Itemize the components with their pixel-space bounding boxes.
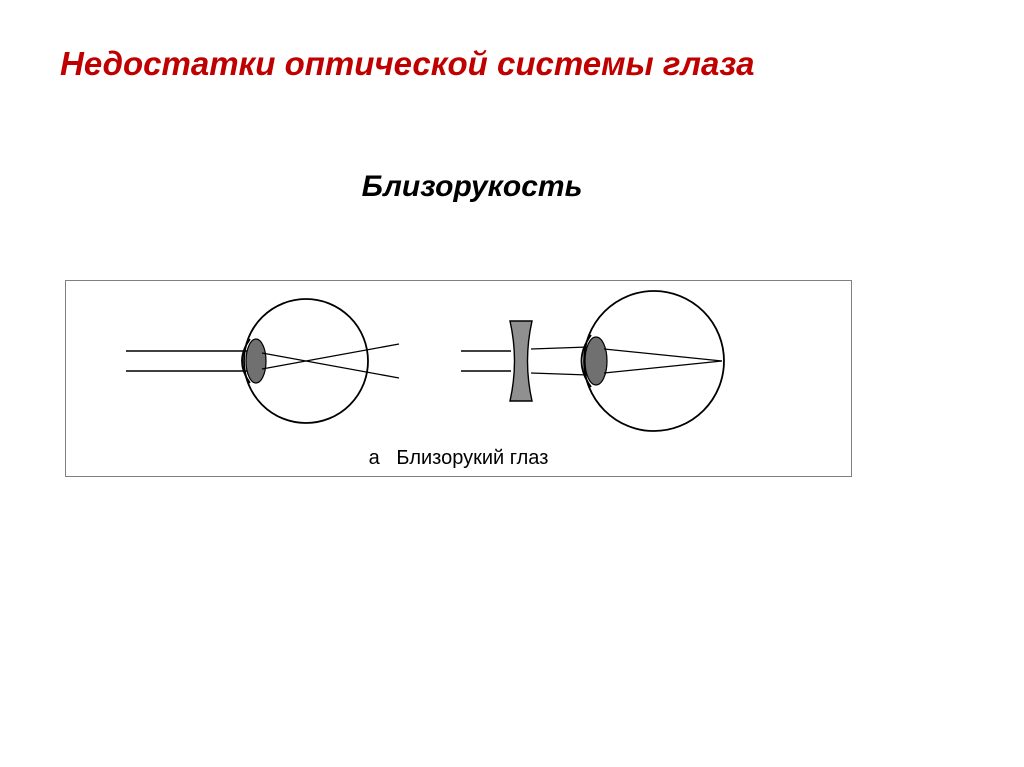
concave-lens [510,321,532,401]
right-ray-mid-1 [531,347,588,349]
left-eye-group [126,299,399,423]
caption-text: Близорукий глаз [396,447,548,469]
diagram-caption: а Близорукий глаз [66,447,851,470]
caption-letter: а [369,447,380,469]
right-eye-group [461,291,724,431]
diagram-container: а Близорукий глаз [65,280,852,477]
page-subtitle: Близорукость [0,170,984,204]
slide-page: Недостатки оптической системы глаза Близ… [0,0,1024,767]
left-lens [246,339,266,383]
right-ray-mid-2 [531,373,588,375]
page-title: Недостатки оптической системы глаза [60,45,755,83]
right-lens [585,337,607,385]
